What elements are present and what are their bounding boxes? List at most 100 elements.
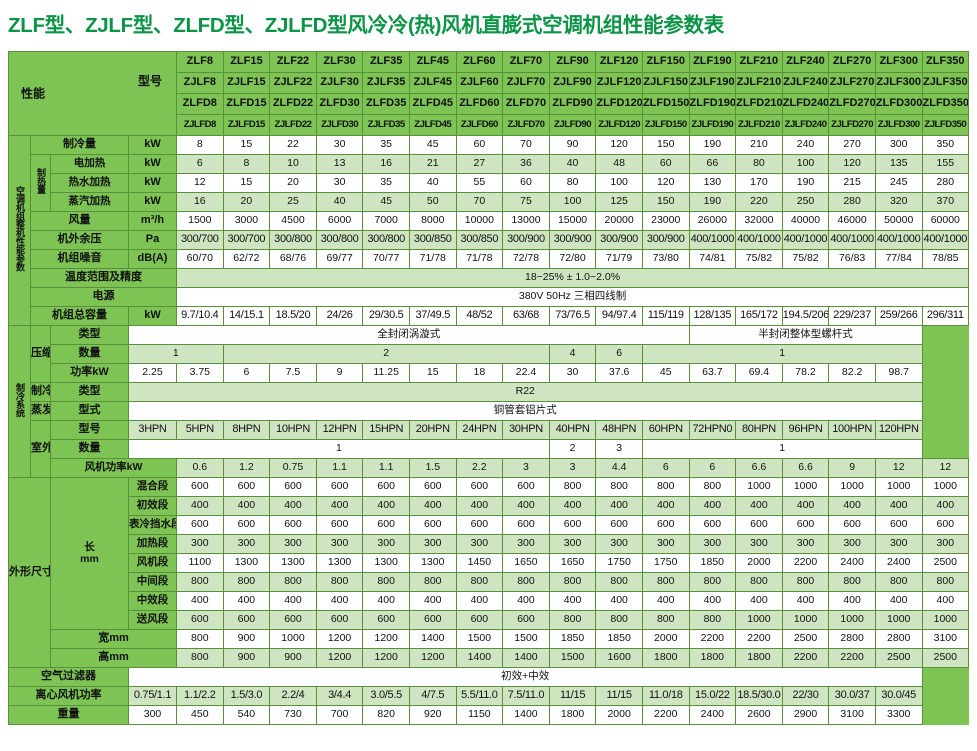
sublabel-primary-filter-section: 初效段 — [128, 496, 177, 516]
cell-compressor-quantity-5: 1 — [641, 344, 923, 364]
model-header-3-11: ZLFD150 — [641, 93, 690, 115]
cell-cooling-capacity-5: 35 — [362, 135, 410, 155]
cell-len-middle-15: 800 — [828, 572, 876, 592]
cell-len-mixing-1: 600 — [176, 477, 224, 497]
cell-len-heating-16: 300 — [874, 534, 923, 554]
table-row: 宽mm 800 900 1000 1200 1200 1400 1500 1500 1850 185… — [9, 629, 970, 649]
cell-len-mixing-15: 1000 — [828, 477, 876, 497]
cell-centrifugal-fan-power-3: 1.5/3.0 — [222, 686, 271, 706]
cell-electric-heat-11: 60 — [641, 154, 690, 174]
cell-hot-water-heat-15: 215 — [828, 173, 876, 193]
row-label-refrigerant: 制冷剂 — [30, 382, 51, 402]
cell-cooling-capacity-7: 60 — [455, 135, 504, 155]
cell-len-medium-13: 400 — [735, 591, 783, 611]
cell-height-11: 1800 — [641, 648, 690, 668]
cell-len-fan-3: 1300 — [269, 553, 317, 573]
cell-electric-heat-6: 21 — [408, 154, 457, 174]
cell-noise-9: 72/80 — [548, 249, 597, 269]
cell-centrifugal-fan-power-4: 2.2/4 — [269, 686, 317, 706]
cell-len-mixing-10: 800 — [595, 477, 643, 497]
cell-weight-14: 2600 — [735, 705, 783, 725]
cell-steam-heat-1: 16 — [176, 192, 224, 212]
cell-electric-heat-10: 48 — [595, 154, 643, 174]
cell-len-primary-4: 400 — [315, 496, 364, 516]
cell-external-pressure-4: 300/800 — [315, 230, 364, 250]
cell-centrifugal-fan-power-10: 11/15 — [548, 686, 597, 706]
model-header-3-7: ZLFD60 — [455, 93, 504, 115]
cell-hot-water-heat-3: 20 — [269, 173, 317, 193]
cell-air-volume-14: 40000 — [781, 211, 830, 231]
cell-total-capacity-6: 37/49.5 — [408, 306, 457, 326]
cell-total-capacity-17: 296/311 — [921, 306, 970, 326]
cell-len-fan-4: 1300 — [315, 553, 364, 573]
cell-centrifugal-fan-power-11: 11/15 — [595, 686, 643, 706]
table-row: ZJLF8 ZJLF15 ZJLF22 ZJLF30 ZJLF35 ZJLF45 ZJLF6… — [9, 72, 970, 94]
cell-external-pressure-12: 400/1000 — [688, 230, 737, 250]
cell-len-cooldrain-8: 600 — [502, 515, 550, 535]
row-label-air-volume: 风量 — [30, 211, 129, 231]
cell-width-16: 2800 — [874, 629, 923, 649]
cell-outdoor-fan-power-5: 1.1 — [362, 458, 410, 478]
cell-len-heating-4: 300 — [315, 534, 364, 554]
cell-hot-water-heat-6: 40 — [408, 173, 457, 193]
sublabel-evaporator-style: 型式 — [50, 401, 129, 421]
cell-width-13: 2200 — [735, 629, 783, 649]
cell-steam-heat-11: 150 — [641, 192, 690, 212]
model-header-3-1: ZLFD8 — [176, 93, 224, 115]
unit-external-pressure: Pa — [128, 230, 177, 250]
cell-outdoor-quantity-1: 1 — [128, 439, 550, 459]
cell-steam-heat-3: 25 — [269, 192, 317, 212]
cell-compressor-power-10: 30 — [548, 363, 597, 383]
cell-external-pressure-6: 300/850 — [408, 230, 457, 250]
table-row: 制冷系统压缩机类型全封闭涡漩式半封闭整体型螺杆式 — [8, 325, 969, 478]
model-header-1-13: ZLF210 — [735, 51, 783, 73]
cell-outdoor-fan-power-13: 6.6 — [735, 458, 783, 478]
cell-total-capacity-12: 128/135 — [688, 306, 737, 326]
cell-noise-12: 74/81 — [688, 249, 737, 269]
cell-steam-heat-16: 320 — [874, 192, 923, 212]
cell-air-volume-7: 10000 — [455, 211, 504, 231]
cell-len-middle-14: 800 — [781, 572, 830, 592]
cell-cooling-capacity-3: 22 — [269, 135, 317, 155]
cell-len-mixing-2: 600 — [222, 477, 271, 497]
cell-len-cooldrain-12: 600 — [688, 515, 737, 535]
cell-weight-1: 300 — [128, 705, 177, 725]
cell-len-heating-1: 300 — [176, 534, 224, 554]
cell-centrifugal-fan-power-1: 0.75/1.1 — [128, 686, 177, 706]
cell-len-cooldrain-2: 600 — [222, 515, 271, 535]
cell-len-fan-9: 1650 — [548, 553, 597, 573]
model-header-4-17: ZJLFD350 — [921, 114, 970, 136]
cell-len-cooldrain-10: 600 — [595, 515, 643, 535]
cell-cooling-capacity-16: 300 — [874, 135, 923, 155]
cell-len-heating-14: 300 — [781, 534, 830, 554]
model-header-2-1: ZJLF8 — [176, 72, 224, 94]
cell-len-cooldrain-1: 600 — [176, 515, 224, 535]
model-header-3-9: ZLFD90 — [548, 93, 597, 115]
cell-len-primary-1: 400 — [176, 496, 224, 516]
cell-len-fan-7: 1450 — [455, 553, 504, 573]
row-label-compressor: 压缩机 — [30, 325, 51, 383]
cell-electric-heat-13: 80 — [735, 154, 783, 174]
cell-len-medium-3: 400 — [269, 591, 317, 611]
cell-noise-15: 76/83 — [828, 249, 876, 269]
model-header-4-15: ZJLFD270 — [828, 114, 876, 136]
cell-weight-15: 2900 — [781, 705, 830, 725]
model-header-3-16: ZLFD300 — [874, 93, 923, 115]
sublabel-medium-filter-section: 中效段 — [128, 591, 177, 611]
cell-len-mixing-7: 600 — [455, 477, 504, 497]
cell-electric-heat-9: 40 — [548, 154, 597, 174]
table-row: 机组噪音 dB(A) 60/70 62/72 68/76 69/77 70/77 71/78 7… — [9, 249, 970, 269]
cell-hot-water-heat-7: 55 — [455, 173, 504, 193]
cell-cooling-capacity-15: 270 — [828, 135, 876, 155]
cell-centrifugal-fan-power-5: 3/4.4 — [315, 686, 364, 706]
row-label-hot-water-heat: 热水加热 — [50, 173, 129, 193]
cell-external-pressure-13: 400/1000 — [735, 230, 783, 250]
row-label-temp-range: 温度范围及精度 — [30, 268, 177, 288]
cell-height-1: 800 — [176, 648, 224, 668]
model-header-4-9: ZJLFD90 — [548, 114, 597, 136]
model-header-4-10: ZJLFD120 — [595, 114, 643, 136]
row-label-width-mm: 宽mm — [50, 629, 177, 649]
cell-len-middle-7: 800 — [455, 572, 504, 592]
cell-compressor-quantity-1: 1 — [128, 344, 224, 364]
cell-height-8: 1400 — [502, 648, 550, 668]
